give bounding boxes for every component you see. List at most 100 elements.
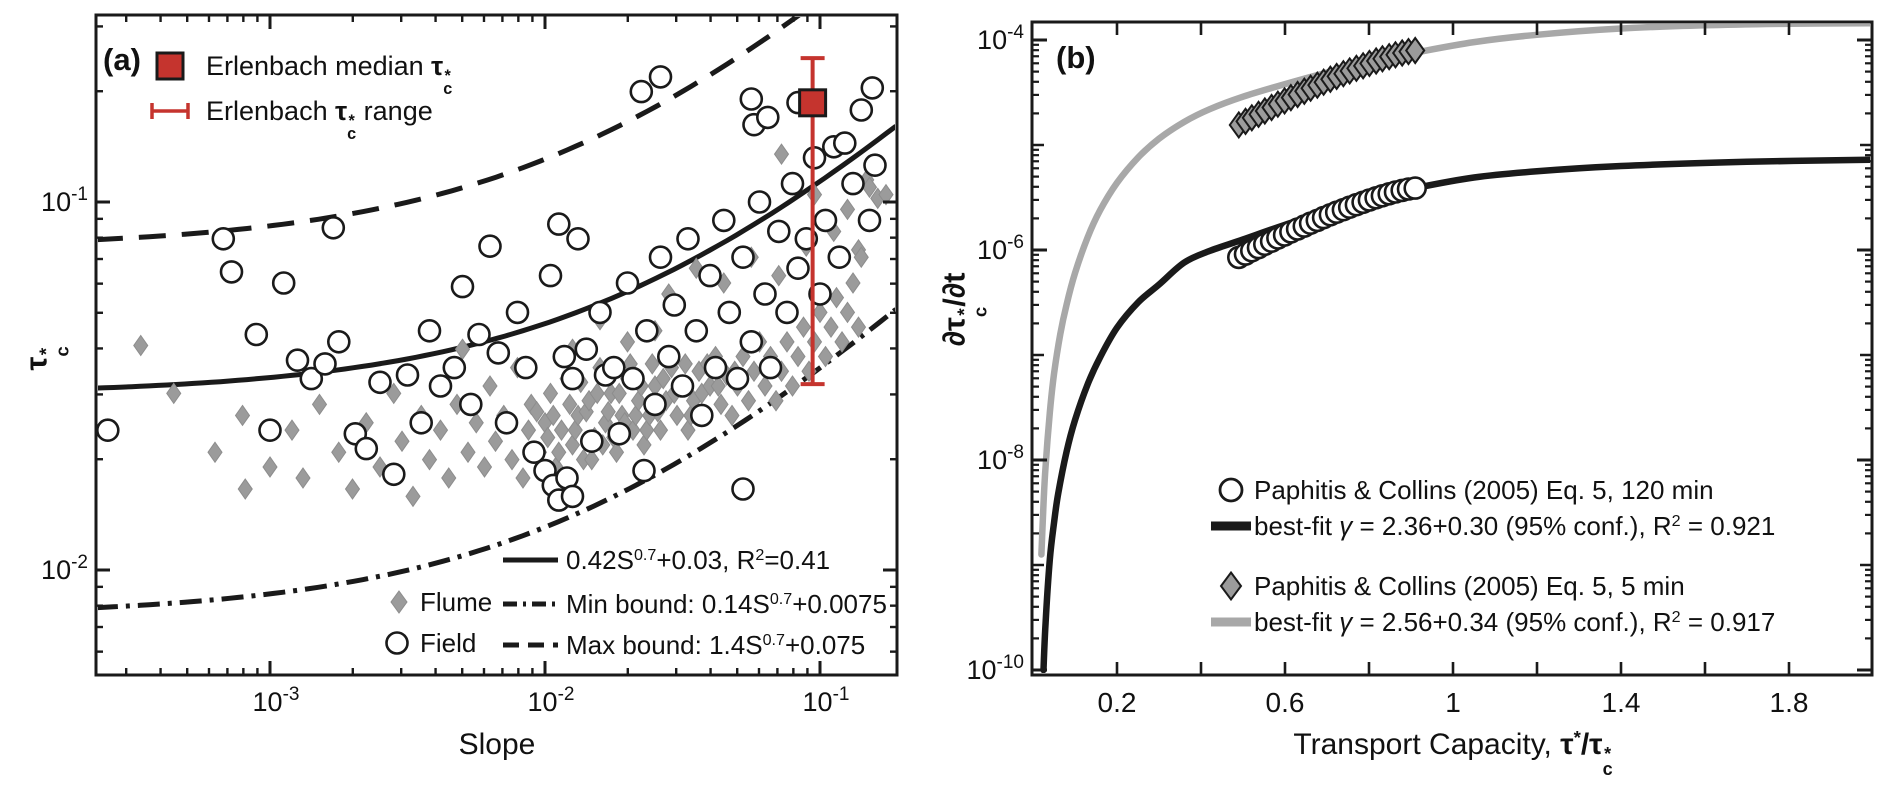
field-point xyxy=(368,370,392,395)
field-point xyxy=(574,337,599,362)
field-point xyxy=(731,245,755,270)
field-point xyxy=(579,429,604,454)
flume-point xyxy=(773,143,790,166)
flume-point xyxy=(520,419,537,442)
flume-point xyxy=(331,441,347,464)
field-point xyxy=(450,274,475,299)
field-point xyxy=(860,76,885,100)
field-point xyxy=(689,403,714,428)
field-point xyxy=(753,282,777,306)
field-point xyxy=(458,392,483,417)
field-point xyxy=(731,477,755,501)
field-point xyxy=(656,344,681,369)
flume-point xyxy=(504,448,520,471)
field-point xyxy=(747,190,772,214)
flume-point xyxy=(262,456,278,478)
field-point xyxy=(538,263,563,288)
field-point xyxy=(786,256,810,281)
field-point xyxy=(758,355,783,380)
field-point xyxy=(560,366,585,391)
flume-point xyxy=(589,382,605,405)
field-point xyxy=(832,131,857,155)
field-point xyxy=(725,366,750,391)
flume-point xyxy=(655,367,671,390)
field-point xyxy=(96,418,120,443)
field-point xyxy=(381,462,406,487)
flume-point xyxy=(812,301,828,324)
flume-point xyxy=(545,404,561,427)
erlenbach-median-square xyxy=(798,88,828,118)
field-point xyxy=(808,282,832,306)
flume-point xyxy=(608,441,625,464)
flume-point xyxy=(540,426,556,449)
flume-point xyxy=(652,419,669,442)
field-point xyxy=(857,208,882,233)
flume-point xyxy=(542,382,559,405)
flume-point xyxy=(311,393,328,416)
field-point xyxy=(560,484,585,509)
flume-point xyxy=(861,176,878,199)
flume-point xyxy=(850,316,867,338)
field-point xyxy=(428,374,453,398)
field-point xyxy=(827,245,852,270)
field-point xyxy=(717,300,742,325)
legend-erlenbach-square-marker xyxy=(155,51,185,81)
flume-point xyxy=(432,419,449,442)
field-point xyxy=(552,344,577,369)
flume-point xyxy=(817,345,834,368)
flume-point xyxy=(853,246,869,269)
legend-flume-marker xyxy=(390,590,408,614)
field-point xyxy=(513,355,538,380)
legend-field-marker xyxy=(385,631,409,655)
flume-point xyxy=(133,334,149,357)
flume-point xyxy=(234,404,251,427)
flume-point xyxy=(441,467,457,489)
field-point xyxy=(629,79,654,104)
flume-point xyxy=(284,419,300,442)
field-point xyxy=(313,352,337,376)
flume-point xyxy=(845,272,861,294)
field-point xyxy=(566,227,590,251)
flume-point xyxy=(295,467,311,489)
flume-point xyxy=(740,389,757,412)
field-point xyxy=(632,458,656,483)
field-point xyxy=(326,329,351,354)
flume-point xyxy=(644,353,660,375)
flume-point xyxy=(724,404,740,427)
flume-point xyxy=(454,338,471,361)
field-point xyxy=(607,421,632,446)
best-fit-120-min-curve xyxy=(1040,156,1870,673)
field-point xyxy=(648,65,673,89)
flume-point xyxy=(237,478,253,500)
flume-point xyxy=(562,393,578,416)
flume-point xyxy=(757,375,773,397)
flume-point xyxy=(600,400,616,423)
min-bound-line xyxy=(98,307,895,611)
field-point xyxy=(648,245,673,270)
pc-120min-circle xyxy=(1403,176,1427,200)
field-point xyxy=(676,227,700,251)
field-point xyxy=(849,98,874,122)
flume-point xyxy=(839,301,856,324)
field-point xyxy=(211,227,236,251)
flume-point xyxy=(421,448,438,471)
field-point xyxy=(684,318,709,343)
field-point xyxy=(601,355,626,380)
flume-point xyxy=(529,400,545,423)
field-point xyxy=(670,374,695,398)
field-point xyxy=(621,366,645,391)
field-point xyxy=(711,208,736,233)
field-point xyxy=(813,208,838,233)
field-point xyxy=(494,410,519,435)
field-point xyxy=(775,300,799,325)
legend-pc5-diamond-marker xyxy=(1219,570,1243,602)
field-point xyxy=(546,212,571,236)
field-point xyxy=(467,322,491,347)
field-point xyxy=(321,216,346,240)
flume-point xyxy=(784,375,801,397)
field-point xyxy=(739,87,764,111)
pc-5min-diamond xyxy=(1404,36,1426,65)
flume-point xyxy=(487,430,504,453)
field-point xyxy=(698,263,722,288)
